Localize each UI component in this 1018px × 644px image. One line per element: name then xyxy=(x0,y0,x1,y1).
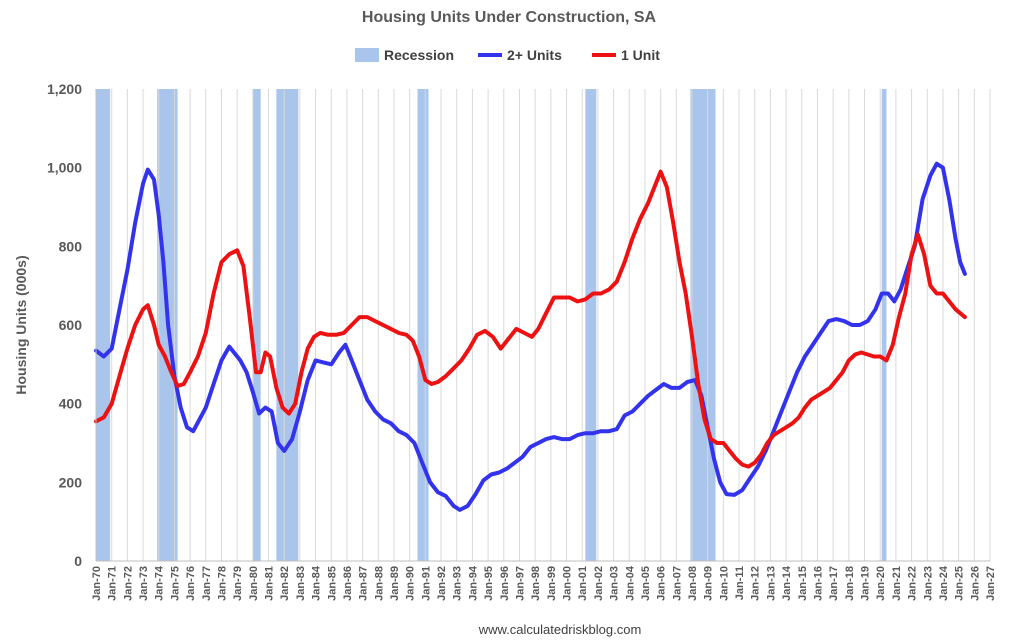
y-tick-label: 1,000 xyxy=(47,160,82,176)
x-tick-label: Jan-16 xyxy=(812,566,824,601)
x-tick-label: Jan-92 xyxy=(436,566,448,601)
x-tick-label: Jan-93 xyxy=(452,566,464,601)
x-tick-label: Jan-08 xyxy=(687,566,699,601)
x-axis-ticks: Jan-70 Jan-71 Jan-72 Jan-73 Jan-74 Jan-75 Jan-… xyxy=(91,565,997,601)
x-tick-label: Jan-13 xyxy=(765,566,777,601)
x-tick-label: Jan-23 xyxy=(922,566,934,601)
x-tick-label: Jan-25 xyxy=(954,566,966,601)
x-tick-label: Jan-10 xyxy=(718,566,730,601)
x-tick-label: Jan-70 xyxy=(91,566,103,601)
x-tick-label: Jan-20 xyxy=(875,566,887,601)
recession-band-7 xyxy=(881,89,887,561)
recession-band-2 xyxy=(252,89,261,561)
x-tick-label: Jan-95 xyxy=(483,566,495,601)
plot-background xyxy=(96,89,990,561)
x-tick-label: Jan-26 xyxy=(969,566,981,601)
x-tick-label: Jan-99 xyxy=(546,566,558,601)
source-label: www.calculatedriskblog.com xyxy=(478,622,642,637)
x-tick-label: Jan-87 xyxy=(358,566,370,601)
x-tick-label: Jan-03 xyxy=(609,566,621,601)
plot-area xyxy=(94,89,991,562)
x-tick-label: Jan-22 xyxy=(907,566,919,601)
y-tick-label: 1,200 xyxy=(47,81,82,97)
y-tick-label: 400 xyxy=(59,396,83,412)
x-tick-label: Jan-81 xyxy=(264,566,276,601)
series-line-2-units xyxy=(94,161,967,512)
x-tick-label: Jan-91 xyxy=(420,566,432,601)
x-tick-label: Jan-19 xyxy=(860,566,872,601)
x-tick-label: Jan-12 xyxy=(750,566,762,601)
y-tick-label: 200 xyxy=(59,474,83,490)
x-tick-label: Jan-14 xyxy=(781,565,793,601)
recession-band-0 xyxy=(96,89,111,561)
legend-swatch-recession xyxy=(355,48,379,62)
x-tick-label: Jan-90 xyxy=(405,566,417,601)
x-tick-label: Jan-07 xyxy=(671,566,683,601)
x-tick-label: Jan-80 xyxy=(248,566,260,601)
chart-title: Housing Units Under Construction, SA xyxy=(362,9,657,26)
x-tick-label: Jan-11 xyxy=(734,566,746,600)
x-tick-label: Jan-79 xyxy=(232,566,244,601)
x-tick-label: Jan-17 xyxy=(828,566,840,601)
x-tick-label: Jan-97 xyxy=(514,566,526,601)
x-tick-label: Jan-96 xyxy=(499,566,511,601)
recession-band-3 xyxy=(276,89,299,561)
x-tick-label: Jan-15 xyxy=(797,566,809,601)
recession-bands xyxy=(96,89,887,561)
x-tick-label: Jan-05 xyxy=(640,566,652,601)
vertical-gridlines xyxy=(111,89,991,561)
x-tick-label: Jan-74 xyxy=(154,565,166,601)
x-tick-label: Jan-83 xyxy=(295,566,307,601)
y-axis-ticks: 0 200 400 600 800 1,000 1,200 xyxy=(47,81,82,569)
legend-label: 1 Unit xyxy=(621,47,660,63)
recession-band-5 xyxy=(585,89,597,561)
x-tick-label: Jan-75 xyxy=(169,566,181,601)
y-tick-label: 600 xyxy=(59,317,83,333)
y-axis-label: Housing Units (000s) xyxy=(13,255,29,394)
x-tick-label: Jan-06 xyxy=(656,566,668,601)
x-tick-label: Jan-84 xyxy=(311,565,323,601)
x-tick-label: Jan-82 xyxy=(279,566,291,601)
x-tick-label: Jan-01 xyxy=(577,566,589,601)
x-tick-label: Jan-85 xyxy=(326,566,338,601)
legend-label: 2+ Units xyxy=(507,47,562,63)
x-tick-label: Jan-86 xyxy=(342,566,354,601)
series-line-1-unit xyxy=(94,169,967,469)
recession-band-4 xyxy=(417,89,429,561)
x-tick-label: Jan-89 xyxy=(389,566,401,601)
y-tick-label: 800 xyxy=(59,238,83,254)
x-tick-label: Jan-78 xyxy=(216,566,228,601)
x-tick-label: Jan-04 xyxy=(624,565,636,601)
x-tick-label: Jan-24 xyxy=(938,565,950,601)
x-tick-label: Jan-73 xyxy=(138,566,150,601)
x-tick-label: Jan-21 xyxy=(891,566,903,601)
x-tick-label: Jan-18 xyxy=(844,566,856,601)
x-tick-label: Jan-71 xyxy=(107,566,119,601)
x-tick-label: Jan-77 xyxy=(201,566,213,601)
legend: Recession 2+ Units 1 Unit xyxy=(355,47,660,63)
x-tick-label: Jan-94 xyxy=(467,565,479,601)
x-tick-label: Jan-76 xyxy=(185,566,197,601)
y-tick-label: 0 xyxy=(74,553,82,569)
x-tick-label: Jan-00 xyxy=(562,566,574,601)
x-tick-label: Jan-88 xyxy=(373,566,385,601)
x-tick-label: Jan-98 xyxy=(530,566,542,601)
x-tick-label: Jan-09 xyxy=(703,566,715,601)
x-tick-label: Jan-72 xyxy=(122,566,134,601)
x-tick-label: Jan-27 xyxy=(985,566,997,601)
recession-band-6 xyxy=(690,89,716,561)
series-lines xyxy=(94,161,967,512)
legend-label: Recession xyxy=(384,47,454,63)
x-tick-label: Jan-02 xyxy=(593,566,605,601)
